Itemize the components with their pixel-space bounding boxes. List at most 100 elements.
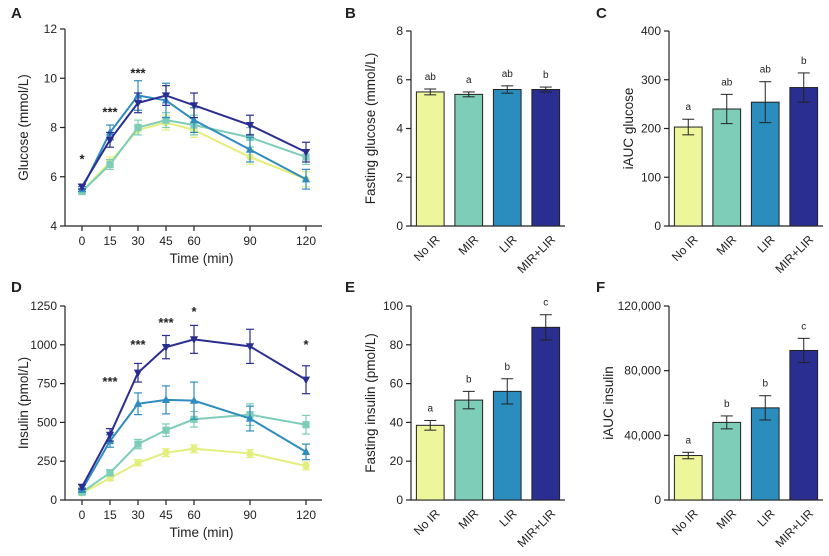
panel-a-significance-stars: *	[79, 152, 85, 167]
panel-d-y-tick-label: 500	[37, 415, 57, 429]
panel-a-data-point	[106, 160, 114, 169]
panel-e-x-tick-label: No IR	[411, 506, 443, 538]
panel-c-y-tick-label: 100	[641, 170, 661, 184]
panel-d-data-point	[190, 445, 198, 453]
panel-b-significance-letter: a	[466, 75, 472, 86]
panel-d-y-tick-label: 750	[37, 377, 57, 391]
panel-f-y-tick-label: 120,000	[618, 299, 662, 313]
panel-c-y-tick-label: 300	[641, 73, 661, 87]
panel-d-x-tick-label: 30	[131, 508, 145, 522]
panel-f-x-tick-label: LIR	[754, 506, 777, 529]
panel-a-data-point	[161, 92, 171, 101]
panel-e-bar	[415, 424, 445, 501]
panel-d-data-point	[105, 431, 115, 440]
panel-a-y-axis-title: Glucose (mmol/L)	[16, 74, 31, 181]
panel-d-x-tick-label: 60	[187, 508, 201, 522]
panel-a-x-axis-title: Time (min)	[170, 251, 234, 266]
panel-f-y-tick-label: 40,000	[624, 428, 661, 442]
panel-a-x-tick-label: 15	[103, 234, 117, 248]
panel-c-significance-letter: a	[685, 102, 691, 113]
panel-e-y-tick-label: 80	[390, 338, 404, 352]
panel-d-data-point	[245, 413, 255, 422]
panel-f-significance-letter: a	[685, 435, 691, 446]
panel-b-bar	[531, 89, 561, 227]
panel-d-data-point	[302, 462, 310, 470]
panel-b-bar	[492, 89, 522, 227]
panel-c-y-tick-label: 0	[654, 219, 661, 233]
panel-d-data-point	[246, 449, 254, 458]
panel-a-x-tick-label: 30	[131, 234, 145, 248]
panel-e-significance-letter: b	[504, 362, 510, 373]
panel-c-significance-letter: ab	[760, 65, 772, 76]
panel-a-x-tick-label: 90	[243, 234, 257, 248]
panel-a-data-point	[301, 174, 311, 183]
panel-e-y-tick-label: 20	[390, 454, 404, 468]
panel-d-data-point	[162, 426, 170, 434]
panel-f-significance-letter: c	[801, 321, 806, 332]
panel-a-significance-stars: ***	[102, 105, 118, 120]
panel-b-letter: B	[345, 5, 356, 22]
panel-c-y-tick-label: 200	[641, 122, 661, 136]
panel-b-bar	[454, 93, 484, 227]
panel-c-significance-letter: b	[801, 56, 807, 67]
panel-d-data-point	[134, 440, 142, 448]
panel-f-significance-letter: b	[724, 399, 730, 410]
panel-d-data-point	[161, 395, 171, 403]
panel-a-data-point	[189, 115, 199, 124]
panel-d-data-point	[189, 336, 199, 344]
panel-b-y-tick-label: 0	[396, 219, 403, 233]
panel-c-x-tick-label: LIR	[754, 232, 777, 255]
panel-d-significance-stars: *	[191, 304, 197, 319]
panel-c-letter: C	[596, 5, 607, 22]
panel-c-x-tick-label: MIR	[714, 232, 740, 258]
panel-c-significance-letter: ab	[721, 77, 733, 88]
panel-a-data-point	[189, 102, 199, 110]
panel-a-x-tick-label: 0	[79, 234, 86, 248]
panel-a-x-tick-label: 60	[187, 234, 201, 248]
panel-d-data-point	[77, 483, 87, 492]
panel-d-y-tick-label: 250	[37, 454, 57, 468]
panel-a-data-point	[134, 123, 142, 132]
panel-d-data-point	[134, 459, 142, 467]
panel-d-y-tick-label: 1000	[30, 338, 57, 352]
panel-d-data-point	[161, 344, 171, 352]
panel-a-data-point	[105, 136, 115, 145]
panel-f-y-tick-label: 80,000	[624, 364, 661, 378]
panel-a-data-point	[301, 149, 311, 157]
panel-a-data-point	[133, 99, 143, 108]
panel-b-y-axis-title: Fasting glucose (mmol/L)	[363, 53, 378, 205]
panel-a-x-tick-label: 45	[159, 234, 173, 248]
panel-b-x-tick-label: MIR+LIR	[514, 232, 558, 276]
panel-d-significance-stars: *	[303, 337, 309, 352]
panel-b-x-tick-label: No IR	[411, 232, 443, 264]
panel-d-x-axis-title: Time (min)	[170, 525, 234, 540]
panel-c-y-axis-title: iAUC glucose	[621, 88, 636, 170]
panel-d-series-line	[81, 447, 307, 494]
panel-d-y-axis-title: Insulin (pmol/L)	[16, 357, 31, 449]
panel-b-bar	[415, 91, 445, 227]
panel-a-y-tick-label: 4	[50, 219, 57, 233]
panel-d-y-tick-label: 0	[50, 493, 57, 507]
panel-f-bar	[673, 455, 703, 501]
panel-e-letter: E	[345, 279, 355, 296]
panel-f-significance-letter: b	[762, 379, 768, 390]
panel-f-bar	[750, 407, 780, 501]
panel-b-significance-letter: ab	[502, 69, 514, 80]
panel-d-data-point	[106, 469, 114, 477]
panel-e-y-axis-title: Fasting insulin (pmol/L)	[363, 333, 378, 473]
panel-d-x-tick-label: 45	[159, 508, 173, 522]
panel-e-significance-letter: b	[466, 374, 472, 385]
panel-e-bar	[531, 326, 561, 501]
panel-a-y-tick-label: 8	[50, 121, 57, 135]
panel-e-y-tick-label: 60	[390, 377, 404, 391]
panel-b-significance-letter: ab	[425, 72, 437, 83]
panel-d-x-tick-label: 90	[243, 508, 257, 522]
panel-d-significance-stars: ***	[130, 337, 146, 352]
panel-b-significance-letter: b	[543, 70, 549, 81]
panel-d-letter: D	[11, 279, 22, 296]
panel-d-data-point	[162, 449, 170, 457]
panel-d-significance-stars: ***	[102, 374, 118, 389]
panel-c-bar	[712, 108, 742, 227]
panel-c-x-tick-label: MIR+LIR	[772, 232, 816, 276]
